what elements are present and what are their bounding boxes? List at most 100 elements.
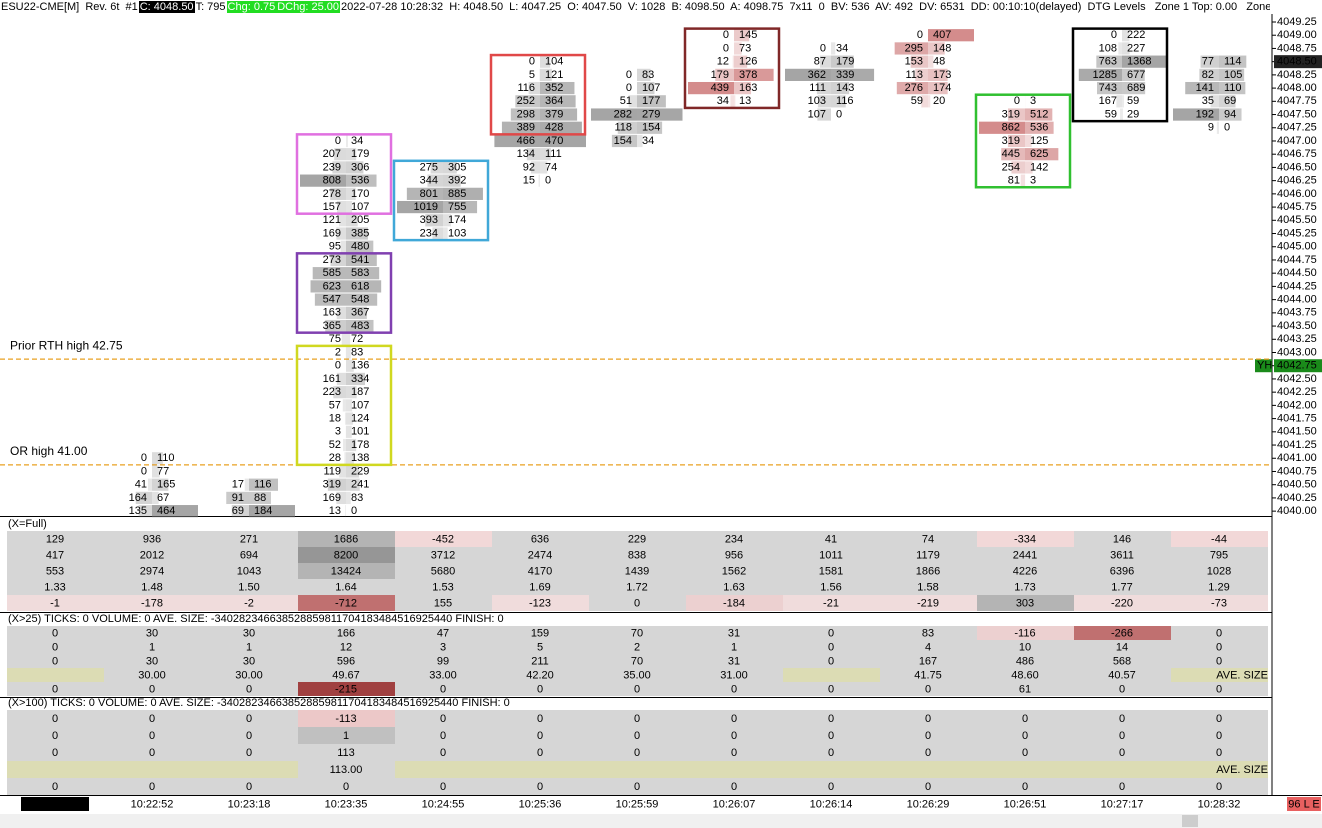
ask-bar <box>152 478 169 491</box>
cell-bg <box>880 682 977 696</box>
bid-bar <box>341 333 346 346</box>
bid-bar <box>1020 174 1025 187</box>
cell-value: 1179 <box>916 549 940 561</box>
ask-volume: 367 <box>351 307 369 319</box>
ask-bar <box>346 452 354 465</box>
price-label: 4049.25 <box>1277 16 1317 28</box>
cell-bg <box>7 744 104 761</box>
scrollbar[interactable] <box>0 814 1322 828</box>
cell-bg <box>1074 579 1171 595</box>
ask-volume: 126 <box>739 56 757 68</box>
cell-bg <box>589 579 686 595</box>
price-label: 4044.00 <box>1277 294 1317 306</box>
bid-volume: 278 <box>323 188 341 200</box>
cell-bg <box>201 563 298 579</box>
bid-bar <box>327 478 346 491</box>
ask-volume: 48 <box>933 56 945 68</box>
last-price: C: 4048.50 <box>138 1 195 13</box>
cell-bg <box>201 579 298 595</box>
cell-bg <box>1074 778 1171 795</box>
cell-bg <box>783 761 880 778</box>
price-label: 4048.00 <box>1277 82 1317 94</box>
bid-bar <box>501 121 540 134</box>
bid-bar <box>528 81 540 95</box>
bid-bar <box>343 438 346 452</box>
bid-bar <box>1096 55 1122 68</box>
cell-value: 12 <box>340 641 352 653</box>
cell-bg <box>201 761 298 778</box>
ask-bar <box>831 68 875 81</box>
cell-bg <box>977 668 1074 682</box>
cell-value: 0 <box>634 597 640 609</box>
cell-value: -123 <box>529 597 551 609</box>
ask-bar <box>540 108 578 121</box>
cell-bg <box>492 595 589 611</box>
cell-value: 0 <box>52 683 58 695</box>
cell-value: 838 <box>628 549 646 561</box>
cell-value: -215 <box>335 683 357 695</box>
cell-value: 0 <box>52 641 58 653</box>
ask-bar <box>346 214 358 227</box>
cell-bg <box>492 668 589 682</box>
cell-value: 0 <box>828 627 834 639</box>
bid-volume: 81 <box>1008 175 1020 187</box>
bid-volume: 51 <box>620 95 632 107</box>
cell-value: 1439 <box>625 565 649 577</box>
cell-value: 1562 <box>722 565 746 577</box>
cell-bg <box>880 563 977 579</box>
cell-value: 5 <box>537 641 543 653</box>
cell-value: 41.75 <box>914 669 942 681</box>
bid-bar <box>1210 95 1219 108</box>
cell-value: -44 <box>1211 533 1227 545</box>
ask-bar <box>346 227 368 240</box>
ask-volume: 103 <box>448 227 466 239</box>
cell-value: 41 <box>825 533 837 545</box>
price-label: 4041.75 <box>1277 413 1317 425</box>
cell-value: -219 <box>917 597 939 609</box>
cell-bg <box>104 579 201 595</box>
cell-value: 0 <box>1022 747 1028 759</box>
ask-bar <box>346 412 354 425</box>
scrollbar-thumb[interactable] <box>1182 815 1198 827</box>
ask-volume: 72 <box>351 333 363 345</box>
time-label: 2022-7-28 Th <box>22 798 88 810</box>
cell-value: 956 <box>725 549 743 561</box>
cell-bg <box>977 744 1074 761</box>
cell-bg <box>977 778 1074 795</box>
bid-bar <box>816 81 831 95</box>
status: 96 L E <box>1288 798 1319 810</box>
bid-bar <box>344 412 346 425</box>
bid-bar <box>432 227 443 240</box>
bid-volume: 298 <box>517 108 535 120</box>
cell-bg <box>492 626 589 640</box>
cell-value: 47 <box>437 627 449 639</box>
cell-value: 1.33 <box>44 581 65 593</box>
cell-bg <box>880 727 977 744</box>
bid-bar <box>732 55 734 68</box>
cell-value: 0 <box>149 747 155 759</box>
bid-volume: 17 <box>232 479 244 491</box>
cell-bg <box>1074 727 1171 744</box>
cell-value: 694 <box>240 549 258 561</box>
cell-value: 1.63 <box>723 581 744 593</box>
bid-volume: 82 <box>1202 69 1214 81</box>
cell-value: 2974 <box>140 565 164 577</box>
cell-bg <box>7 761 104 778</box>
cell-value: 211 <box>531 655 549 667</box>
bid-volume: 0 <box>917 29 923 41</box>
cell-bg <box>395 579 492 595</box>
cell-value: 0 <box>634 713 640 725</box>
cell-bg <box>686 640 783 654</box>
ask-bar <box>346 306 367 319</box>
cell-value: AVE. SIZE <box>1216 764 1268 776</box>
cell-bg <box>589 654 686 668</box>
cell-bg <box>104 531 201 547</box>
price-label: 4045.25 <box>1277 227 1317 239</box>
ask-bar <box>1122 95 1124 108</box>
cell-bg <box>783 626 880 640</box>
cell-value: 596 <box>337 655 355 667</box>
cell-bg <box>1074 595 1171 611</box>
cell-bg <box>1074 563 1171 579</box>
ask-bar <box>346 187 356 200</box>
cell-value: 3 <box>440 641 446 653</box>
